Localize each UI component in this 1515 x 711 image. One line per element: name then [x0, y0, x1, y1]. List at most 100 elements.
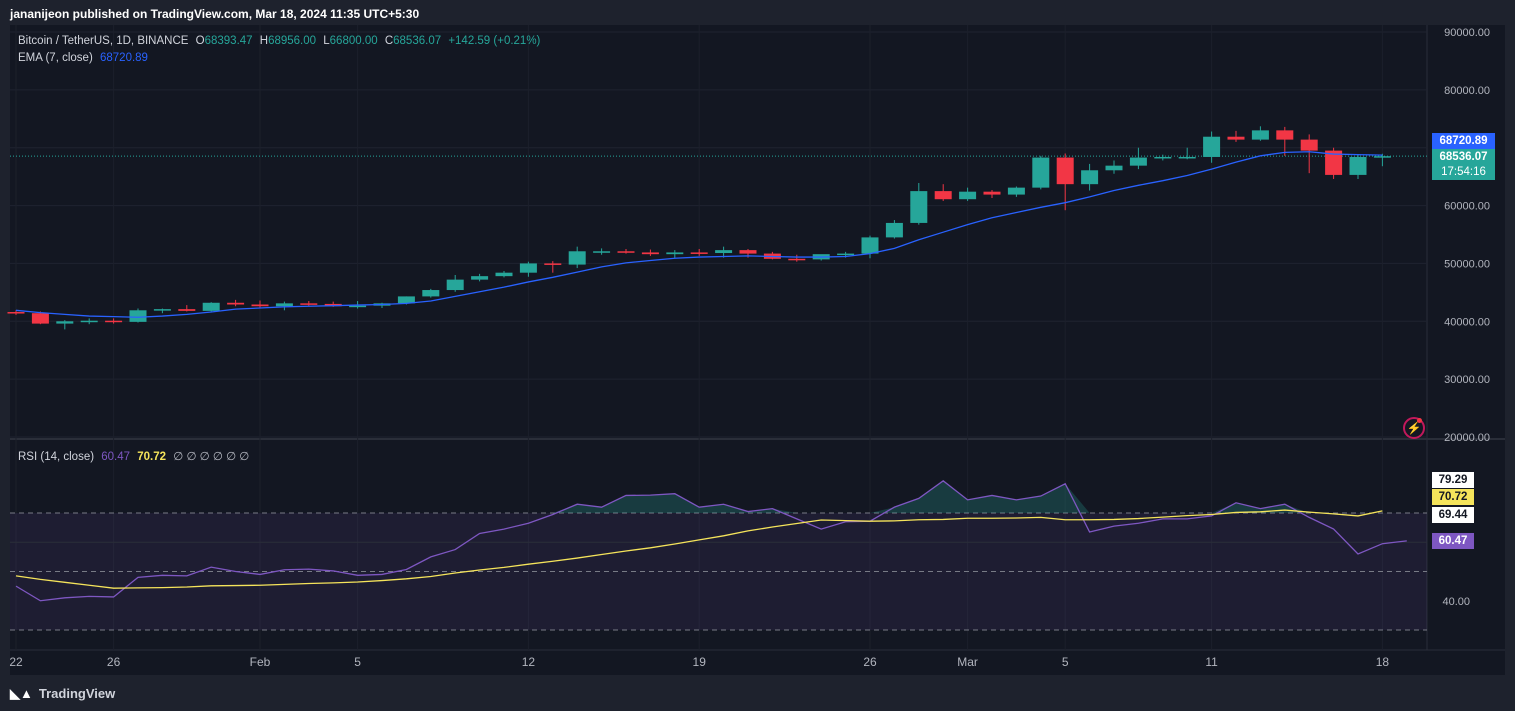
lightning-alert-icon[interactable]: ⚡: [1403, 417, 1425, 439]
rsi-band: [10, 513, 1427, 630]
candle-body[interactable]: [153, 309, 171, 311]
time-tick-label: Mar: [957, 655, 978, 669]
candle-body[interactable]: [1325, 150, 1343, 175]
price-tick-label: 80000.00: [1444, 85, 1490, 97]
candle-body[interactable]: [739, 250, 757, 254]
candle-body[interactable]: [544, 263, 562, 265]
low-value: 66800.00: [329, 35, 378, 47]
rsi-ma-badge: 70.72: [1432, 489, 1474, 505]
candle-body[interactable]: [983, 191, 1001, 195]
candle-body[interactable]: [7, 312, 25, 314]
candle-body[interactable]: [80, 320, 98, 323]
high-value: 68956.00: [268, 35, 317, 47]
symbol-label[interactable]: Bitcoin / TetherUS, 1D, BINANCE: [18, 35, 189, 47]
candle-body[interactable]: [617, 251, 635, 253]
candle-body[interactable]: [446, 279, 464, 291]
time-tick-label: 18: [1376, 655, 1390, 669]
candle-body[interactable]: [1129, 157, 1147, 166]
candle-body[interactable]: [959, 191, 977, 200]
candle-body[interactable]: [1154, 156, 1172, 159]
ema-line[interactable]: [15, 151, 1383, 318]
candle-body[interactable]: [1373, 156, 1391, 158]
rsi-ma-line[interactable]: [15, 509, 1383, 589]
ema-label[interactable]: EMA (7, close): [18, 52, 93, 64]
candle-body[interactable]: [349, 305, 367, 308]
candle-body[interactable]: [1251, 130, 1269, 140]
low-label: L: [323, 35, 330, 47]
candle-body[interactable]: [715, 250, 733, 254]
candle-body[interactable]: [397, 296, 415, 304]
candle-body[interactable]: [300, 303, 318, 305]
candle-body[interactable]: [1105, 165, 1123, 171]
candle-body[interactable]: [1056, 157, 1074, 185]
candle-body[interactable]: [910, 191, 928, 223]
price-tick-label: 50000.00: [1444, 258, 1490, 270]
time-tick-label: 19: [693, 655, 707, 669]
candle-body[interactable]: [471, 276, 489, 280]
time-tick-label: 11: [1205, 655, 1218, 669]
candle-body[interactable]: [56, 321, 74, 324]
rsi-overbought-fill: [16, 480, 1407, 513]
rsi-upper-badge: 79.29: [1432, 472, 1474, 488]
candle-body[interactable]: [495, 272, 513, 277]
candle-body[interactable]: [690, 252, 708, 254]
time-tick-label: 5: [354, 655, 361, 669]
high-label: H: [259, 35, 269, 47]
open-label: O: [195, 35, 205, 47]
footer-brand[interactable]: ◣▲ TradingView: [10, 686, 115, 702]
candle-body[interactable]: [666, 252, 684, 255]
ema-price-badge: 68720.89: [1432, 133, 1495, 149]
rsi-tick-label: 40.00: [1442, 596, 1470, 608]
candle-body[interactable]: [251, 304, 269, 307]
rsi-ma-value: 70.72: [137, 451, 167, 463]
rsi-empty-values: ∅ ∅ ∅ ∅ ∅ ∅: [173, 451, 250, 463]
time-tick-label: 5: [1062, 655, 1069, 669]
candle-body[interactable]: [105, 320, 123, 323]
candle-body[interactable]: [178, 309, 196, 311]
candle-body[interactable]: [1081, 170, 1099, 185]
candle-body[interactable]: [641, 252, 659, 255]
candle-body[interactable]: [422, 290, 440, 297]
price-tick-label: 20000.00: [1444, 432, 1490, 444]
candle-body[interactable]: [1032, 157, 1050, 188]
candle-body[interactable]: [1300, 139, 1318, 151]
time-tick-label: 12: [522, 655, 536, 669]
rsi-value: 60.47: [101, 451, 131, 463]
candle-body[interactable]: [788, 258, 806, 261]
rsi-lower-badge: 69.44: [1432, 507, 1474, 523]
candle-body[interactable]: [1007, 187, 1025, 195]
alert-dot-icon: [1417, 418, 1422, 423]
footer-brand-label: TradingView: [38, 686, 116, 701]
time-tick-label: Feb: [250, 655, 271, 669]
rsi-value-badge: 60.47: [1432, 533, 1474, 549]
candle-body[interactable]: [885, 222, 903, 238]
ema-legend: EMA (7, close) 68720.89: [18, 52, 152, 64]
rsi-line[interactable]: [15, 480, 1407, 602]
candle-body[interactable]: [837, 253, 855, 256]
ema-value: 68720.89: [99, 52, 148, 64]
rsi-legend: RSI (14, close) 60.47 70.72 ∅ ∅ ∅ ∅ ∅ ∅: [18, 449, 253, 463]
candle-body[interactable]: [1178, 156, 1196, 159]
candle-body[interactable]: [568, 251, 586, 265]
price-tick-label: 40000.00: [1444, 316, 1490, 328]
candle-body[interactable]: [31, 313, 49, 324]
time-tick-label: 26: [107, 655, 121, 669]
close-label: C: [384, 35, 394, 47]
candle-body[interactable]: [1227, 136, 1245, 140]
candle-body[interactable]: [861, 237, 879, 254]
candle-body[interactable]: [275, 303, 293, 307]
rsi-label[interactable]: RSI (14, close): [18, 451, 95, 463]
time-tick-label: 22: [9, 655, 23, 669]
candle-body[interactable]: [519, 263, 537, 273]
candle-body[interactable]: [202, 302, 220, 311]
candle-body[interactable]: [934, 191, 952, 200]
candle-body[interactable]: [1349, 156, 1367, 175]
close-value: 68536.07: [393, 35, 442, 47]
candle-body[interactable]: [129, 310, 147, 322]
candle-body[interactable]: [593, 251, 611, 253]
candle-body[interactable]: [227, 302, 245, 305]
tradingview-logo-icon: ◣▲: [10, 686, 33, 701]
candle-body[interactable]: [1276, 130, 1294, 140]
candle-body[interactable]: [1203, 136, 1221, 157]
